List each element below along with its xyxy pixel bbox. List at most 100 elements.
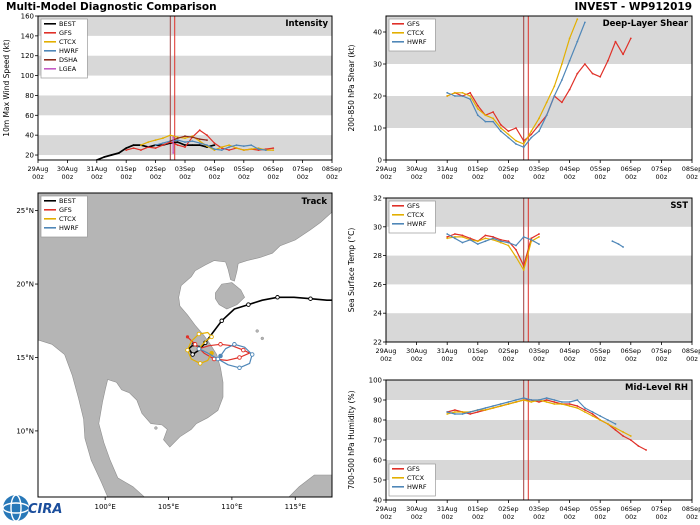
position-marker bbox=[232, 342, 237, 347]
position-marker bbox=[192, 342, 198, 347]
x-tick-date: 04Sep bbox=[559, 505, 580, 513]
x-tick-hour: 00z bbox=[564, 355, 576, 363]
x-tick-hour: 00z bbox=[472, 513, 484, 521]
y-axis-label: 10m Max Wind Speed (kt) bbox=[2, 39, 11, 136]
rh-chart: 40506070809010029Aug00z30Aug00z31Aug00z0… bbox=[347, 377, 700, 522]
x-tick-date: 01Sep bbox=[468, 505, 489, 513]
panel-title: SST bbox=[670, 201, 688, 211]
y-tick-label: 20 bbox=[25, 152, 34, 160]
legend-label-hwrf: HWRF bbox=[407, 220, 427, 228]
legend-label-gfs: GFS bbox=[407, 202, 420, 210]
x-tick-hour: 00z bbox=[411, 173, 423, 181]
shaded-band bbox=[386, 198, 692, 227]
x-tick-hour: 00z bbox=[686, 355, 698, 363]
y-tick-label: 30 bbox=[373, 61, 382, 69]
x-tick-hour: 00z bbox=[472, 355, 484, 363]
x-tick-hour: 00z bbox=[503, 355, 515, 363]
x-tick-date: 01Sep bbox=[468, 165, 489, 173]
x-tick-hour: 00z bbox=[472, 173, 484, 181]
dsha-series-line bbox=[169, 135, 208, 142]
lon-tick-label: 100°E bbox=[95, 503, 116, 511]
track-chart: 10°N 15°N 20°N 25°N 100°E 105°E 110°E 115°E Trac… bbox=[16, 192, 333, 511]
x-tick-hour: 00z bbox=[564, 173, 576, 181]
x-tick-date: 02Sep bbox=[498, 347, 519, 355]
x-tick-hour: 00z bbox=[564, 513, 576, 521]
lat-tick-label: 20°N bbox=[16, 281, 34, 289]
x-tick-hour: 00z bbox=[625, 513, 637, 521]
sst-chart: 22242628303229Aug00z30Aug00z31Aug00z01Se… bbox=[347, 195, 700, 364]
y-tick-label: 60 bbox=[373, 457, 382, 465]
x-tick-hour: 00z bbox=[441, 513, 453, 521]
x-tick-hour: 00z bbox=[625, 355, 637, 363]
x-tick-hour: 00z bbox=[656, 513, 668, 521]
position-marker bbox=[190, 352, 195, 357]
lgea-series-line bbox=[172, 136, 175, 154]
x-tick-date: 05Sep bbox=[234, 165, 255, 173]
island bbox=[154, 426, 158, 430]
x-tick-hour: 00z bbox=[91, 173, 103, 181]
gfs-series-line bbox=[446, 233, 540, 267]
position-marker bbox=[196, 331, 202, 337]
legend-label-lgea: LGEA bbox=[59, 65, 77, 73]
x-tick-date: 01Sep bbox=[116, 165, 137, 173]
x-tick-hour: 00z bbox=[503, 513, 515, 521]
x-tick-date: 05Sep bbox=[590, 165, 611, 173]
lat-tick-label: 15°N bbox=[16, 354, 34, 362]
x-tick-date: 07Sep bbox=[292, 165, 313, 173]
x-tick-date: 06Sep bbox=[621, 347, 642, 355]
x-tick-hour: 00z bbox=[150, 173, 162, 181]
lat-tick-label: 25°N bbox=[16, 207, 34, 215]
legend-label-best: BEST bbox=[59, 20, 76, 28]
position-marker bbox=[275, 295, 280, 300]
x-tick-hour: 00z bbox=[32, 173, 44, 181]
y-tick-label: 30 bbox=[373, 223, 382, 231]
x-tick-hour: 00z bbox=[686, 513, 698, 521]
x-tick-date: 06Sep bbox=[621, 505, 642, 513]
x-tick-date: 02Sep bbox=[498, 165, 519, 173]
y-tick-label: 140 bbox=[21, 32, 34, 40]
y-tick-label: 26 bbox=[373, 281, 382, 289]
position-marker bbox=[237, 355, 242, 360]
x-tick-date: 01Sep bbox=[468, 347, 489, 355]
y-tick-label: 22 bbox=[373, 339, 382, 347]
panel-title: Track bbox=[302, 197, 328, 207]
island bbox=[260, 336, 264, 341]
y-tick-label: 160 bbox=[21, 13, 34, 21]
y-tick-label: 80 bbox=[25, 92, 34, 100]
y-tick-label: 100 bbox=[21, 72, 34, 80]
x-tick-date: 29Aug bbox=[376, 347, 397, 355]
legend-box bbox=[40, 195, 88, 238]
x-tick-date: 29Aug bbox=[376, 165, 397, 173]
x-tick-hour: 00z bbox=[297, 173, 309, 181]
x-tick-hour: 00z bbox=[441, 355, 453, 363]
x-tick-hour: 00z bbox=[533, 173, 545, 181]
position-marker bbox=[197, 361, 203, 366]
x-tick-date: 30Aug bbox=[406, 347, 427, 355]
lon-tick-label: 105°E bbox=[158, 503, 179, 511]
cira-logo-text: CIRA bbox=[28, 502, 62, 517]
hwrf-series-line bbox=[446, 397, 617, 425]
shaded-band bbox=[38, 95, 332, 116]
legend-label-dsha: DSHA bbox=[59, 56, 78, 64]
legend-label-gfs: GFS bbox=[59, 29, 72, 37]
page-title-text: Multi-Model Diagnostic Comparison bbox=[6, 1, 217, 13]
y-tick-label: 60 bbox=[25, 112, 34, 120]
legend-label-ctcx: CTCX bbox=[407, 29, 425, 37]
x-tick-date: 08Sep bbox=[682, 505, 700, 513]
x-tick-date: 07Sep bbox=[651, 347, 672, 355]
x-tick-hour: 00z bbox=[411, 513, 423, 521]
shear-panel: 0 10 20 30 40 29Aug 00z 30Aug 00z 31Aug 00z 01Sep 00… bbox=[345, 13, 700, 190]
x-tick-date: 07Sep bbox=[651, 165, 672, 173]
y-tick-label: 20 bbox=[373, 93, 382, 101]
panel-title: Intensity bbox=[285, 19, 328, 29]
position-marker bbox=[215, 356, 221, 362]
legend-label-hwrf: HWRF bbox=[59, 47, 79, 55]
legend-label-best: BEST bbox=[59, 197, 76, 205]
y-tick-label: 10 bbox=[373, 125, 382, 133]
shaded-band bbox=[386, 380, 692, 400]
shaded-band bbox=[386, 96, 692, 128]
cira-logo: CIRA bbox=[2, 491, 72, 525]
